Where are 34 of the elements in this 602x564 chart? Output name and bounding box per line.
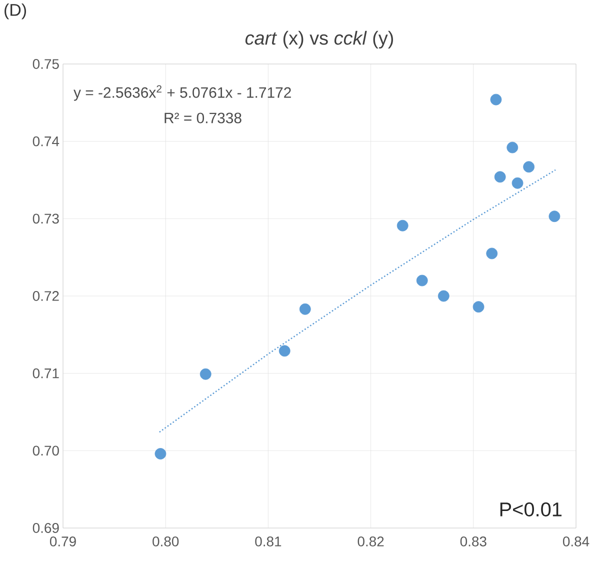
point [486,248,498,260]
point [548,210,560,222]
point [512,177,524,189]
x-tick-label: 0.81 [255,536,282,546]
y-tick-label: 0.69 [32,523,59,533]
x-tick-label: 0.84 [562,536,590,546]
point [494,171,506,183]
y-tick-label: 0.72 [32,291,59,301]
chart-title: cart (x) vs cckl (y) [245,30,393,48]
annotation: P<0.01 [500,502,562,516]
line-series [158,169,556,433]
annotation: y = -2.5636x$^{2}$ + 5.0761x - 1.7172 [74,85,291,101]
point [200,368,212,380]
point [154,448,166,460]
annotation: R² = 0.7338 [164,112,242,124]
point [396,220,408,232]
point [299,303,311,315]
x-tick-label: 0.80 [152,536,179,546]
x-tick-label: 0.79 [50,536,76,546]
point [523,161,535,173]
point [416,274,428,286]
point [472,301,484,313]
y-tick-label: 0.70 [32,446,59,456]
y-tick-label: 0.74 [32,136,60,146]
x-tick-label: 0.82 [358,536,384,546]
y-tick-label: 0.71 [32,368,59,378]
y-tick-label: 0.73 [32,214,59,224]
text: (D) [4,4,26,20]
point [438,290,450,302]
point [490,94,502,106]
point [278,345,290,357]
point [506,142,518,154]
y-tick-label: 0.75 [32,59,59,69]
x-tick-label: 0.83 [460,536,486,546]
